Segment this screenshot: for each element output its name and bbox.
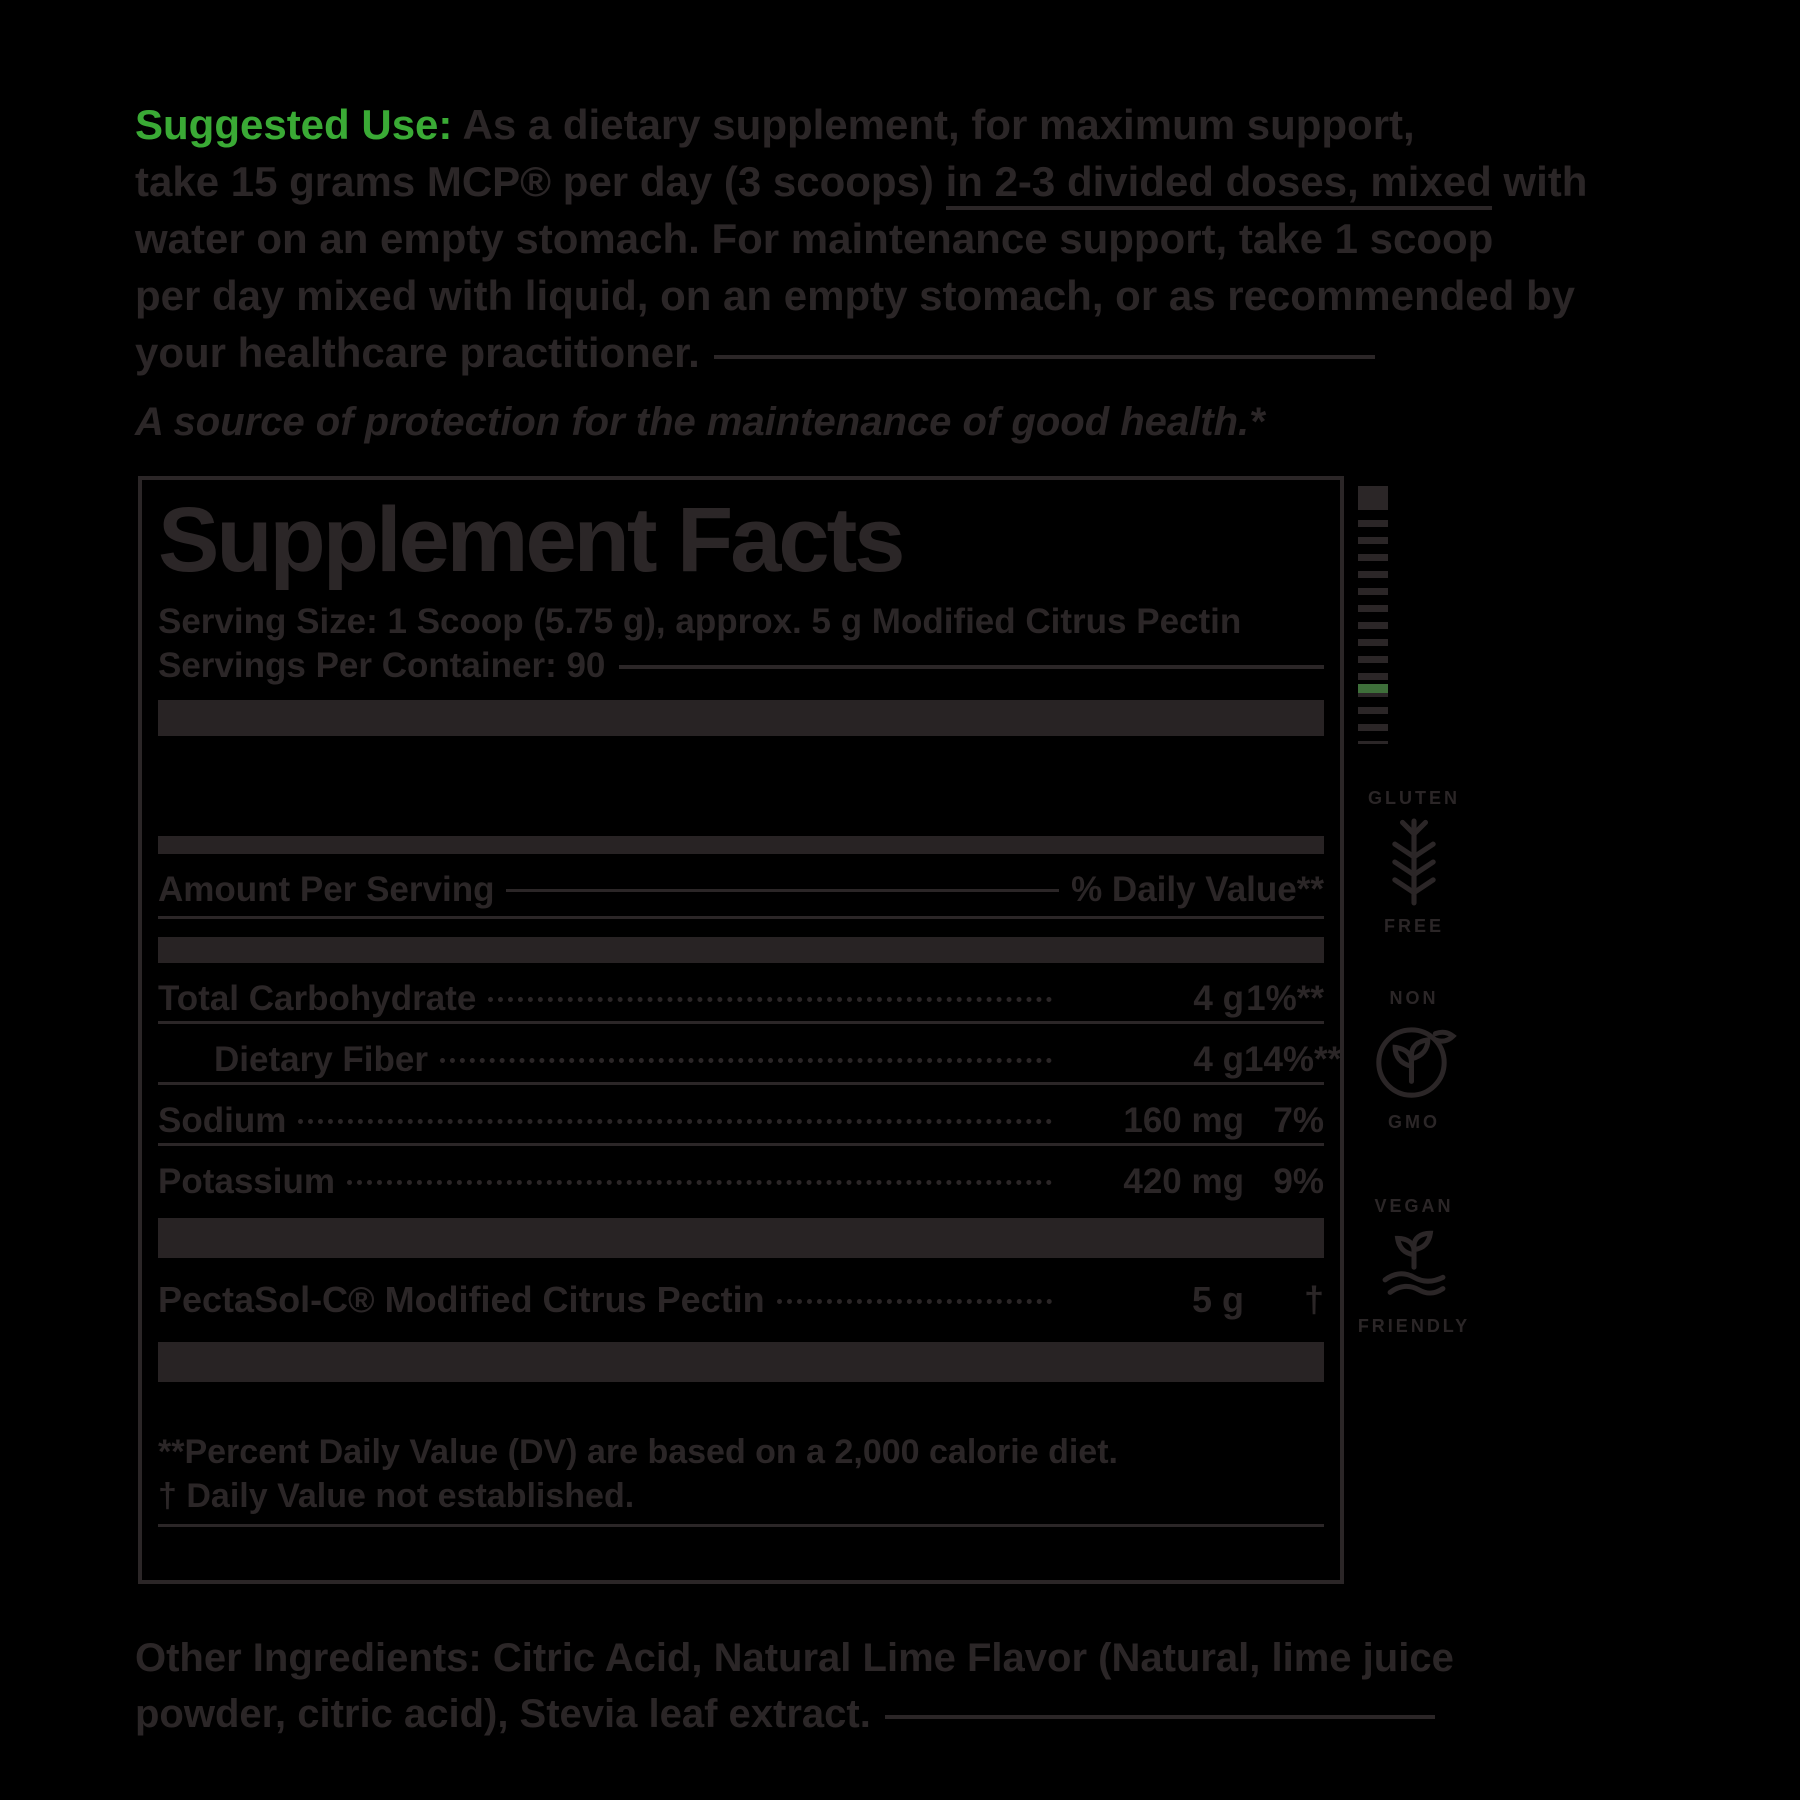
suggested-use-paragraph: Suggested Use: As a dietary supplement, … — [135, 96, 1587, 381]
underlined-phrase: in 2-3 divided doses, mixed — [945, 158, 1492, 210]
divider-rule — [506, 889, 1060, 892]
daily-value-header: % Daily Value** — [1071, 870, 1324, 909]
suggested-use-line2: take 15 grams MCP® per day (3 scoops) in… — [135, 153, 1587, 210]
badge-top-label: NON — [1389, 988, 1439, 1008]
other-ingredients: Other Ingredients: Citric Acid, Natural … — [135, 1630, 1454, 1742]
divider-bar — [158, 937, 1324, 963]
tagline: A source of protection for the maintenan… — [135, 400, 1265, 444]
nutrient-amount: 420 mg — [1123, 1162, 1244, 1201]
leader-dots — [776, 1299, 1052, 1304]
hairline — [158, 1021, 1324, 1024]
nutrient-dv: † — [1303, 1279, 1324, 1320]
hairline — [158, 1082, 1324, 1085]
divider-bar — [158, 700, 1324, 736]
divider-rule — [713, 355, 1375, 359]
nutrient-row-total-carbohydrate: Total Carbohydrate 4 g 1%** — [158, 977, 1324, 1021]
nutrient-amount: 5 g — [1191, 1279, 1244, 1320]
strip-green-dash — [1358, 684, 1388, 693]
nutrient-label: Potassium — [158, 1162, 335, 1201]
badge-non-gmo: NON GMO — [1352, 986, 1476, 1134]
column-header-row: Amount Per Serving % Daily Value** — [158, 868, 1324, 912]
nutrient-row-potassium: Potassium 420 mg 9% — [158, 1160, 1324, 1204]
leader-dots — [298, 1119, 1052, 1124]
suggested-use-line5: your healthcare practitioner. — [135, 324, 1375, 381]
badge-top-label: GLUTEN — [1368, 788, 1460, 808]
badge-bottom-label: FRIENDLY — [1357, 1316, 1471, 1336]
servings-per-container-row: Servings Per Container: 90 — [158, 644, 1324, 688]
badge-bottom-label: FREE — [1383, 916, 1444, 936]
amount-per-serving-header: Amount Per Serving — [158, 870, 495, 909]
nutrient-label: Dietary Fiber — [214, 1040, 428, 1079]
hairline — [158, 1143, 1324, 1146]
nutrient-row-sodium: Sodium 160 mg 7% — [158, 1099, 1324, 1143]
badge-vegan: VEGAN FRIENDLY — [1352, 1194, 1476, 1338]
nutrient-label: Sodium — [158, 1101, 287, 1140]
other-ingredients-line2: powder, citric acid), Stevia leaf extrac… — [135, 1686, 1435, 1742]
nutrient-row-dietary-fiber: Dietary Fiber 4 g 14%** — [158, 1038, 1342, 1082]
non-gmo-icon — [1376, 1027, 1457, 1098]
footnotes: **Percent Daily Value (DV) are based on … — [158, 1430, 1324, 1518]
nutrient-amount: 4 g — [1193, 1040, 1244, 1079]
leader-dots — [488, 997, 1052, 1002]
leader-dots — [347, 1180, 1052, 1185]
hairline — [158, 916, 1324, 919]
servings-per-container: Servings Per Container: 90 — [158, 646, 606, 685]
nutrient-dv: 1%** — [1246, 979, 1324, 1018]
footnote-dagger: † Daily Value not established. — [158, 1477, 635, 1515]
hairline — [158, 1524, 1324, 1527]
nutrient-dv: 7% — [1273, 1101, 1324, 1140]
divider-bar — [158, 836, 1324, 854]
leader-dots — [439, 1058, 1052, 1063]
other-ingredients-line1: Other Ingredients: Citric Acid, Natural … — [135, 1636, 1454, 1680]
badge-gluten-free: GLUTEN FREE — [1352, 786, 1476, 938]
badge-bottom-label: GMO — [1388, 1112, 1440, 1132]
wheat-icon — [1392, 818, 1436, 906]
suggested-use-line4: per day mixed with liquid, on an empty s… — [135, 272, 1575, 319]
divider-bar — [158, 1218, 1324, 1258]
nutrient-amount: 4 g — [1193, 979, 1244, 1018]
nutrient-dv: 9% — [1273, 1162, 1324, 1201]
nutrient-label: PectaSol-C® Modified Citrus Pectin — [158, 1279, 765, 1320]
nutrient-amount: 160 mg — [1123, 1101, 1244, 1140]
suggested-use-line3: water on an empty stomach. For maintenan… — [135, 215, 1494, 262]
serving-size: Serving Size: 1 Scoop (5.75 g), approx. … — [158, 602, 1242, 641]
divider-rule — [619, 665, 1324, 669]
badge-top-label: VEGAN — [1374, 1196, 1454, 1216]
suggested-use-label: Suggested Use: — [135, 101, 453, 148]
nutrient-dv: 14%** — [1244, 1040, 1342, 1079]
vegan-hand-icon — [1382, 1230, 1446, 1296]
footnote-daily-value: **Percent Daily Value (DV) are based on … — [158, 1433, 1118, 1471]
side-registration-strip — [1358, 486, 1388, 744]
proprietary-row-pectasol: PectaSol-C® Modified Citrus Pectin 5 g † — [158, 1278, 1324, 1322]
divider-bar — [158, 1342, 1324, 1382]
strip-cap — [1358, 486, 1388, 508]
nutrient-label: Total Carbohydrate — [158, 979, 477, 1018]
suggested-use-line1: Suggested Use: As a dietary supplement, … — [135, 101, 1415, 148]
supplement-facts-panel: Supplement Facts Serving Size: 1 Scoop (… — [138, 476, 1344, 1584]
divider-rule — [884, 1715, 1435, 1719]
supplement-facts-title: Supplement Facts — [158, 489, 905, 591]
